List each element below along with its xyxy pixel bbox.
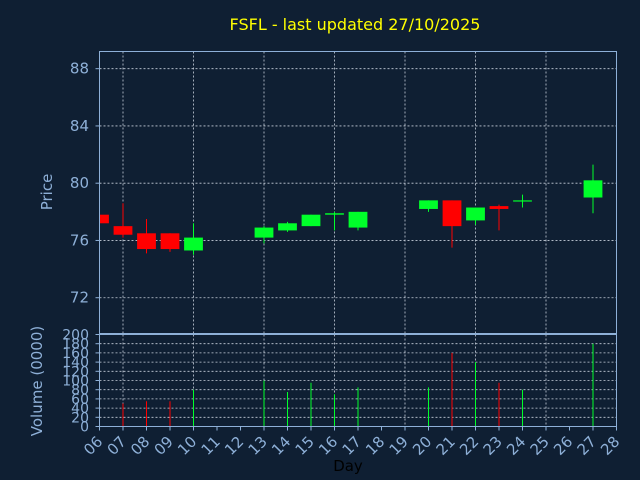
- x-tick-label: 16: [315, 433, 341, 459]
- candle-body: [348, 211, 368, 228]
- x-tick-label: 13: [245, 433, 271, 459]
- candle-body: [254, 227, 274, 238]
- x-tick-label: 23: [480, 433, 506, 459]
- candle-body: [325, 213, 344, 215]
- x-tick-label: 07: [104, 433, 130, 459]
- x-tick-label: 15: [292, 433, 318, 459]
- candle-body: [583, 180, 603, 198]
- candle-body: [160, 233, 180, 250]
- volume-tick-label: 40: [71, 401, 89, 417]
- volume-tick-label: 200: [62, 328, 89, 344]
- volume-tick-label: 20: [71, 410, 89, 426]
- price-grid: [99, 51, 617, 334]
- price-tick-label: 72: [70, 289, 89, 307]
- chart-title: FSFL - last updated 27/10/2025: [230, 15, 481, 34]
- candle-body: [466, 207, 485, 221]
- price-tick-label: 84: [70, 117, 89, 135]
- candle-body: [137, 233, 156, 250]
- x-tick-label: 26: [550, 433, 576, 459]
- x-tick-label: 20: [409, 433, 435, 459]
- price-y-ticks: 72 76 80 84 88: [70, 60, 100, 307]
- x-tick-label: 19: [386, 433, 412, 459]
- volume-tick-label: 80: [71, 383, 89, 399]
- x-tick-label: 24: [503, 433, 529, 459]
- x-axis-label: Day: [333, 457, 363, 475]
- x-tick-label: 10: [174, 433, 200, 459]
- volume-tick-label: 160: [62, 346, 89, 362]
- price-panel: 72 76 80 84 88: [70, 51, 617, 334]
- candle-body: [442, 200, 462, 227]
- x-tick-label: 18: [362, 433, 388, 459]
- x-tick-label: 17: [339, 433, 365, 459]
- x-tick-label: 06: [80, 433, 106, 459]
- volume-tick-label: 180: [62, 337, 89, 353]
- x-tick-label: 11: [198, 433, 224, 459]
- x-tick-label: 28: [597, 433, 623, 459]
- price-axis-label: Price: [38, 174, 56, 211]
- price-tick-label: 80: [70, 174, 89, 192]
- volume-tick-label: 100: [62, 374, 89, 390]
- price-tick-label: 76: [70, 231, 89, 249]
- candle-body: [513, 200, 532, 202]
- candles: [99, 164, 603, 255]
- x-tick-label: 12: [221, 433, 247, 459]
- x-ticks: 0607080910111213141516171819202122232425…: [80, 426, 623, 459]
- candle-body: [301, 214, 321, 227]
- volume-tick-label: 140: [62, 355, 89, 371]
- volume-tick-label: 0: [80, 420, 89, 436]
- x-tick-label: 25: [527, 433, 553, 459]
- volume-bars: [122, 343, 594, 427]
- candle-body: [113, 226, 133, 235]
- volume-tick-label: 60: [71, 392, 89, 408]
- volume-tick-label: 120: [62, 364, 89, 380]
- candle-body: [489, 206, 509, 209]
- candle-body: [184, 237, 203, 251]
- x-tick-label: 22: [456, 433, 482, 459]
- price-frame: [99, 51, 617, 334]
- candle-body: [99, 214, 109, 224]
- price-tick-label: 88: [70, 60, 89, 78]
- volume-axis-label: Volume (0000): [28, 326, 46, 436]
- x-tick-label: 09: [151, 433, 177, 459]
- candle-body: [278, 223, 297, 231]
- candle-body: [419, 200, 438, 209]
- x-tick-label: 14: [268, 433, 294, 459]
- x-tick-label: 27: [574, 433, 600, 459]
- x-tick-label: 21: [433, 433, 459, 459]
- x-tick-label: 08: [127, 433, 153, 459]
